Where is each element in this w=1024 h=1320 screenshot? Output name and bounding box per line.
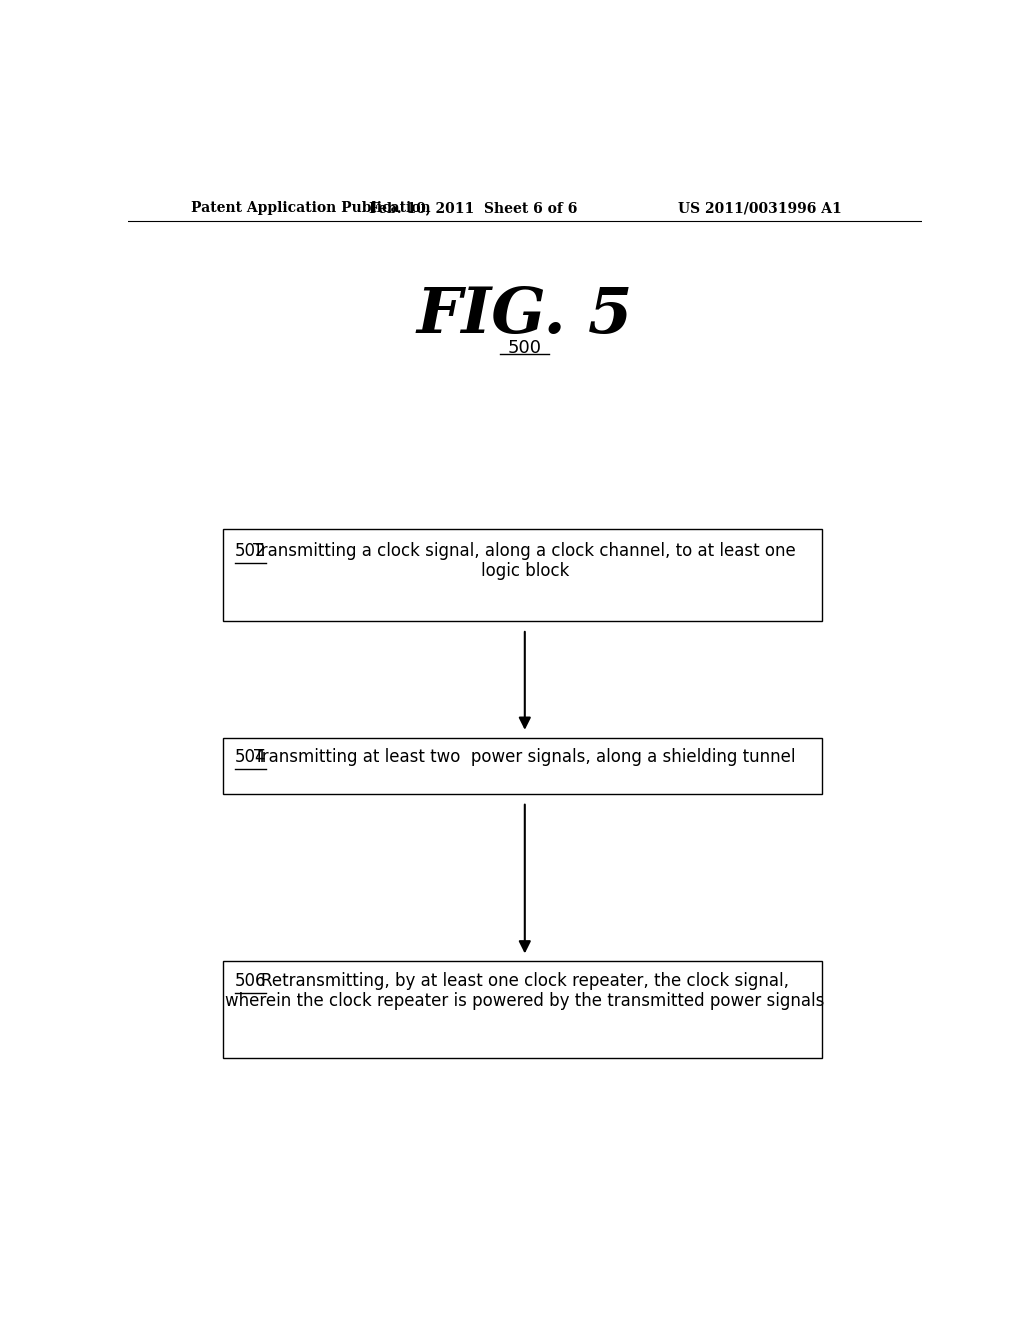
Text: Patent Application Publication: Patent Application Publication [191, 201, 431, 215]
Text: 500: 500 [508, 339, 542, 358]
Text: 502: 502 [236, 541, 267, 560]
Text: US 2011/0031996 A1: US 2011/0031996 A1 [679, 201, 842, 215]
Text: FIG. 5: FIG. 5 [417, 285, 633, 347]
Text: Retransmitting, by at least one clock repeater, the clock signal,
wherein the cl: Retransmitting, by at least one clock re… [225, 972, 824, 1010]
FancyBboxPatch shape [223, 738, 822, 793]
Text: Feb. 10, 2011  Sheet 6 of 6: Feb. 10, 2011 Sheet 6 of 6 [369, 201, 578, 215]
FancyBboxPatch shape [223, 961, 822, 1057]
FancyBboxPatch shape [223, 529, 822, 620]
Text: Transmitting at least two  power signals, along a shielding tunnel: Transmitting at least two power signals,… [254, 748, 796, 766]
Text: Transmitting a clock signal, along a clock channel, to at least one
logic block: Transmitting a clock signal, along a clo… [253, 541, 797, 581]
Text: 504: 504 [236, 748, 266, 766]
Text: 506: 506 [236, 972, 266, 990]
